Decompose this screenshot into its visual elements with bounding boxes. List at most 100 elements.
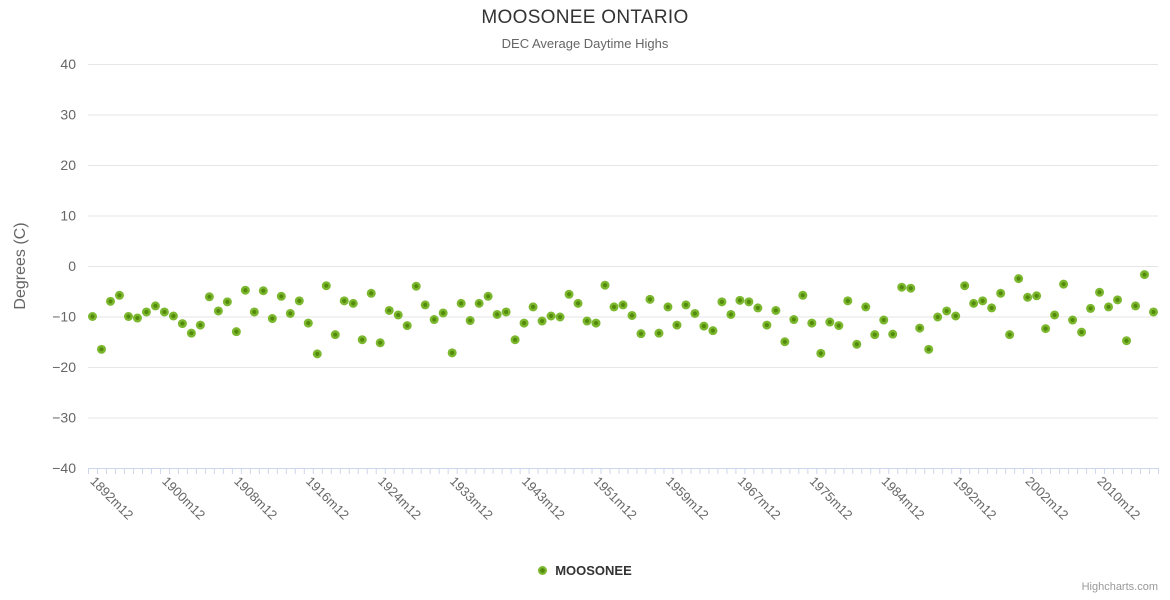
data-point[interactable]	[1032, 291, 1042, 301]
data-point[interactable]	[537, 316, 547, 326]
data-point[interactable]	[951, 311, 961, 321]
data-point[interactable]	[123, 312, 133, 321]
data-point[interactable]	[114, 290, 124, 300]
data-point[interactable]	[573, 298, 583, 308]
data-point[interactable]	[555, 312, 565, 322]
data-point[interactable]	[744, 297, 754, 307]
data-point[interactable]	[249, 307, 259, 317]
data-point[interactable]	[1023, 292, 1033, 302]
data-point[interactable]	[1095, 287, 1105, 297]
data-point[interactable]	[411, 281, 421, 291]
data-point[interactable]	[942, 306, 952, 316]
data-point[interactable]	[285, 308, 295, 318]
data-point[interactable]	[699, 321, 709, 331]
data-point[interactable]	[420, 300, 430, 310]
legend-item-moosonee[interactable]: MOOSONEE	[0, 563, 1170, 578]
data-point[interactable]	[384, 305, 394, 315]
data-point[interactable]	[528, 302, 538, 312]
data-point[interactable]	[735, 295, 745, 305]
data-point[interactable]	[807, 318, 817, 328]
data-point[interactable]	[591, 318, 601, 328]
data-point[interactable]	[375, 338, 385, 348]
data-point[interactable]	[258, 286, 268, 296]
data-point[interactable]	[834, 321, 844, 331]
data-point[interactable]	[564, 289, 574, 299]
data-point[interactable]	[780, 337, 790, 347]
data-point[interactable]	[924, 344, 934, 354]
data-point[interactable]	[1149, 307, 1159, 317]
data-point[interactable]	[627, 310, 637, 320]
data-point[interactable]	[636, 329, 646, 339]
data-point[interactable]	[690, 308, 700, 318]
data-point[interactable]	[483, 291, 493, 301]
data-point[interactable]	[276, 291, 286, 301]
data-point[interactable]	[429, 315, 439, 325]
data-point[interactable]	[996, 288, 1006, 298]
data-point[interactable]	[132, 313, 142, 323]
data-point[interactable]	[1014, 274, 1024, 284]
data-point[interactable]	[816, 348, 826, 358]
data-point[interactable]	[159, 307, 169, 317]
data-point[interactable]	[510, 335, 520, 345]
data-point[interactable]	[402, 321, 412, 331]
data-point[interactable]	[852, 339, 862, 349]
data-point[interactable]	[321, 281, 331, 291]
data-point[interactable]	[447, 348, 457, 358]
data-point[interactable]	[762, 320, 772, 330]
data-point[interactable]	[357, 335, 367, 345]
data-point[interactable]	[753, 303, 763, 313]
data-point[interactable]	[906, 283, 916, 293]
data-point[interactable]	[186, 328, 196, 338]
data-point[interactable]	[105, 296, 115, 306]
data-point[interactable]	[987, 303, 997, 313]
data-point[interactable]	[1131, 301, 1141, 311]
data-point[interactable]	[150, 301, 160, 311]
data-point[interactable]	[1140, 270, 1150, 280]
data-point[interactable]	[366, 288, 376, 298]
data-point[interactable]	[96, 344, 106, 354]
data-point[interactable]	[717, 297, 727, 307]
data-point[interactable]	[789, 315, 799, 325]
data-point[interactable]	[609, 302, 619, 312]
data-point[interactable]	[1122, 336, 1132, 346]
data-point[interactable]	[663, 302, 673, 312]
data-point[interactable]	[141, 307, 151, 317]
data-point[interactable]	[933, 312, 943, 322]
data-point[interactable]	[582, 316, 592, 326]
data-point[interactable]	[861, 302, 871, 312]
data-point[interactable]	[708, 326, 718, 336]
data-point[interactable]	[645, 294, 655, 304]
data-point[interactable]	[618, 300, 628, 310]
data-point[interactable]	[726, 309, 736, 319]
data-point[interactable]	[474, 298, 484, 308]
data-point[interactable]	[960, 281, 970, 291]
data-point[interactable]	[456, 298, 466, 308]
data-point[interactable]	[771, 305, 781, 315]
data-point[interactable]	[546, 311, 556, 321]
data-point[interactable]	[1104, 302, 1114, 312]
data-point[interactable]	[1050, 310, 1060, 320]
data-point[interactable]	[825, 317, 835, 327]
data-point[interactable]	[672, 320, 682, 330]
data-point[interactable]	[204, 292, 214, 302]
data-point[interactable]	[339, 296, 349, 306]
data-point[interactable]	[240, 285, 250, 295]
data-point[interactable]	[843, 296, 853, 306]
data-point[interactable]	[1068, 315, 1078, 325]
data-point[interactable]	[87, 312, 97, 321]
data-point[interactable]	[1113, 295, 1123, 305]
data-point[interactable]	[1059, 279, 1069, 289]
data-point[interactable]	[330, 330, 340, 340]
data-point[interactable]	[312, 349, 322, 359]
data-point[interactable]	[465, 316, 475, 326]
data-point[interactable]	[1005, 330, 1015, 340]
highcharts-credit-link[interactable]: Highcharts.com	[1081, 581, 1158, 593]
data-point[interactable]	[681, 300, 691, 310]
data-point[interactable]	[870, 330, 880, 340]
data-point[interactable]	[654, 328, 664, 338]
data-point[interactable]	[879, 315, 889, 325]
data-point[interactable]	[177, 319, 187, 329]
data-point[interactable]	[168, 311, 178, 321]
data-point[interactable]	[519, 318, 529, 328]
data-point[interactable]	[1041, 324, 1051, 334]
